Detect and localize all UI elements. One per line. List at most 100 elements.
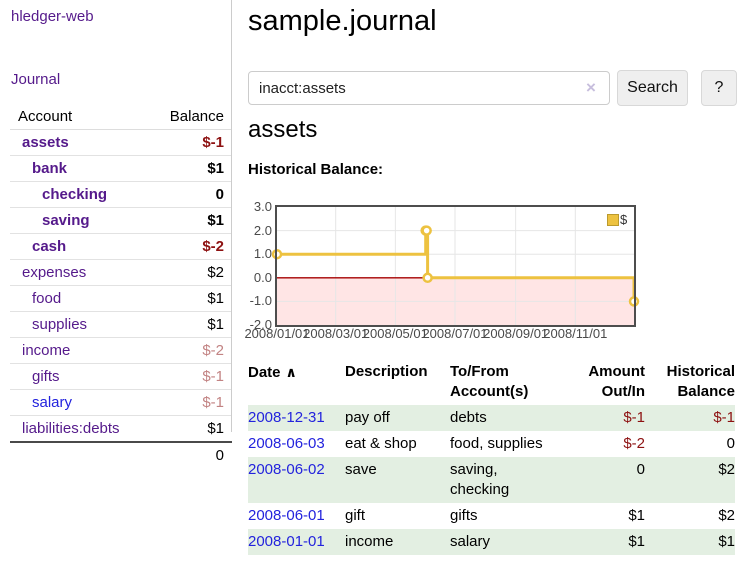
transaction-date-link[interactable]: 2008-12-31: [248, 409, 325, 426]
search-bar: × Search ?: [248, 70, 742, 106]
account-balance: $-1: [145, 389, 232, 416]
transaction-description: income: [345, 529, 450, 555]
transaction-amount: $-2: [623, 435, 645, 452]
transaction-amount: $1: [580, 529, 645, 555]
account-balance: $1: [145, 285, 232, 312]
accounts-header-row: Account Balance: [10, 104, 232, 130]
account-link-gifts[interactable]: gifts: [32, 368, 60, 385]
register-header-row: Date ∧ Description To/From Account(s) Amo…: [248, 362, 735, 405]
account-link-cash[interactable]: cash: [32, 238, 67, 255]
help-button[interactable]: ?: [701, 70, 737, 106]
account-balance: 0: [145, 181, 232, 208]
chart-plot: [271, 205, 640, 327]
transaction-account: food, supplies: [450, 435, 543, 452]
search-input[interactable]: [248, 71, 610, 105]
account-row-cash: cash $-2: [10, 233, 232, 260]
transaction-balance: $2: [718, 507, 735, 524]
account-link-expenses[interactable]: expenses: [22, 264, 87, 281]
account-heading: assets: [248, 116, 318, 143]
account-link-checking[interactable]: checking: [42, 186, 108, 203]
chart-y-tick: -2.0: [249, 317, 272, 332]
account-link-supplies[interactable]: supplies: [32, 316, 88, 333]
account-row-saving: saving $1: [10, 207, 232, 234]
account-link-food[interactable]: food: [32, 290, 62, 307]
chart-x-tick: 2008/11/01: [543, 326, 608, 341]
account-row-checking: checking 0: [10, 181, 232, 208]
account-link-saving[interactable]: saving: [42, 212, 90, 229]
account-balance: $-1: [145, 363, 232, 390]
sidebar-item-journal[interactable]: Journal: [11, 71, 61, 88]
transaction-amount: 0: [580, 457, 645, 503]
register-header-balance: Historical Balance: [666, 363, 735, 400]
account-row-income: income $-2: [10, 337, 232, 364]
register-header-amount: Amount Out/In: [588, 363, 645, 400]
accounts-total-value: 0: [145, 441, 232, 468]
transaction-balance: $-1: [645, 405, 735, 431]
account-balance: $-2: [145, 337, 232, 364]
transaction-account: gifts: [450, 507, 478, 524]
chart-x-tick: 2008/09/01: [483, 326, 549, 341]
chart-y-tick: -1.0: [249, 293, 272, 309]
transaction-description: pay off: [345, 405, 450, 431]
account-balance: $2: [145, 259, 232, 286]
account-row-expenses: expenses $2: [10, 259, 232, 286]
transaction-balance: 0: [726, 435, 735, 452]
legend-swatch-icon: [607, 214, 619, 226]
account-link-salary[interactable]: salary: [32, 394, 73, 411]
chart-title: Historical Balance:: [248, 161, 384, 178]
account-balance: $1: [145, 415, 232, 443]
account-balance: $-2: [145, 233, 232, 260]
register-header-description: Description: [345, 363, 428, 380]
account-balance: $1: [145, 311, 232, 338]
register-row: 2008-06-02 save saving, checking 0 $2: [248, 457, 735, 503]
register-header-date[interactable]: Date ∧: [248, 364, 297, 381]
historical-balance-chart: $ 3.0 2.0 1.0 0.0 -1.0 -2.0 2008/01/01 2008/03/…: [244, 199, 742, 352]
transaction-date-link[interactable]: 2008-06-03: [248, 435, 325, 452]
app-title-link[interactable]: hledger-web: [11, 8, 94, 25]
transaction-account: debts: [450, 405, 580, 431]
chart-y-tick: 3.0: [253, 199, 272, 214]
transaction-date-link[interactable]: 2008-01-01: [248, 533, 325, 550]
transaction-description: eat & shop: [345, 435, 417, 452]
accounts-header-balance: Balance: [145, 104, 232, 130]
account-row-gifts: gifts $-1: [10, 363, 232, 390]
account-link-income[interactable]: income: [22, 342, 71, 359]
transaction-amount: $-1: [580, 405, 645, 431]
legend-label: $: [620, 212, 628, 227]
account-row-liabilities-debts: liabilities:debts $1: [10, 415, 232, 443]
chart-y-tick: 0.0: [253, 269, 272, 285]
register-row: 2008-06-03 eat & shop food, supplies $-2…: [248, 431, 735, 457]
register-row: 2008-06-01 gift gifts $1 $2: [248, 503, 735, 529]
sidebar-divider: [231, 0, 232, 432]
account-balance: $1: [145, 207, 232, 234]
page-title: sample.journal: [248, 5, 437, 37]
chart-y-tick: 2.0: [253, 222, 272, 238]
account-row-bank: bank $1: [10, 155, 232, 182]
transaction-date-link[interactable]: 2008-06-01: [248, 507, 325, 524]
account-balance: $1: [145, 155, 232, 182]
account-row-assets: assets $-1: [10, 129, 232, 156]
account-link-assets[interactable]: assets: [22, 134, 69, 151]
search-button[interactable]: Search: [617, 70, 688, 106]
main-content: sample.journal × Search ? assets Histori…: [244, 0, 742, 555]
chart-x-tick: 2008/07/01: [422, 326, 488, 341]
chart-legend: $: [607, 212, 627, 227]
transaction-account: salary: [450, 529, 580, 555]
register-row: 2008-01-01 income salary $1 $1: [248, 529, 735, 555]
transaction-balance: $1: [645, 529, 735, 555]
accounts-total-row: 0: [10, 441, 232, 468]
accounts-table: Account Balance assets $-1 bank $1 check…: [10, 104, 232, 468]
clear-search-icon[interactable]: ×: [586, 78, 596, 97]
transaction-date-link[interactable]: 2008-06-02: [248, 461, 325, 478]
chart-x-tick: 2008/03/01: [303, 326, 369, 341]
register-header-account: To/From Account(s): [450, 363, 529, 400]
accounts-header-account: Account: [10, 104, 146, 130]
chart-x-tick: 2008/05/01: [362, 326, 428, 341]
account-link-liabilities-debts[interactable]: liabilities:debts: [22, 420, 120, 437]
chart-y-tick: 1.0: [253, 246, 272, 262]
account-link-bank[interactable]: bank: [32, 160, 68, 177]
account-row-food: food $1: [10, 285, 232, 312]
transaction-account: saving, checking: [450, 457, 580, 503]
account-row-salary: salary $-1: [10, 389, 232, 416]
transaction-description: gift: [345, 507, 366, 524]
